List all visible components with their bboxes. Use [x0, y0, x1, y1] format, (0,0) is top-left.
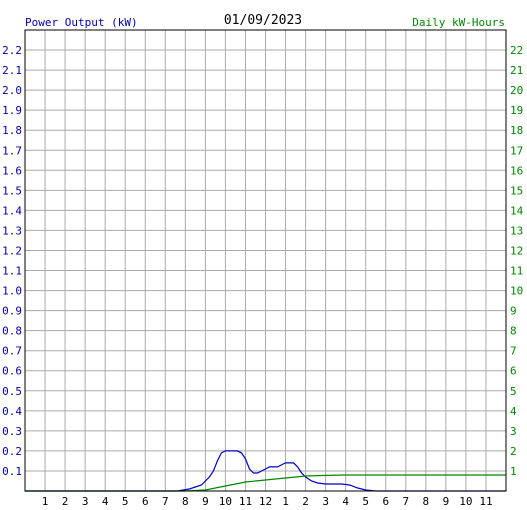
x-tick-label: 12: [259, 495, 272, 508]
right-tick-label: 14: [510, 204, 524, 217]
right-tick-label: 3: [510, 425, 517, 438]
right-tick-label: 18: [510, 124, 523, 137]
right-tick-label: 2: [510, 445, 517, 458]
x-tick-label: 4: [102, 495, 109, 508]
right-tick-label: 7: [510, 345, 517, 358]
left-tick-label: 0.1: [2, 465, 22, 478]
left-tick-label: 0.2: [2, 445, 22, 458]
x-tick-label: 5: [362, 495, 369, 508]
right-tick-label: 8: [510, 325, 517, 338]
left-tick-label: 0.6: [2, 365, 22, 378]
right-tick-label: 1: [510, 465, 517, 478]
left-tick-label: 1.1: [2, 265, 22, 278]
x-tick-label: 10: [459, 495, 472, 508]
x-tick-label: 6: [382, 495, 389, 508]
left-tick-label: 1.5: [2, 184, 22, 197]
left-axis-label: Power Output (kW): [25, 16, 138, 29]
x-tick-label: 1: [282, 495, 289, 508]
right-tick-label: 10: [510, 285, 523, 298]
left-tick-label: 1.9: [2, 104, 22, 117]
left-tick-label: 2.0: [2, 84, 22, 97]
x-tick-label: 6: [142, 495, 149, 508]
right-tick-label: 17: [510, 144, 523, 157]
x-tick-label: 7: [402, 495, 409, 508]
right-tick-label: 12: [510, 244, 523, 257]
left-tick-label: 0.7: [2, 345, 22, 358]
left-tick-label: 0.4: [2, 405, 22, 418]
left-tick-label: 2.2: [2, 44, 22, 57]
series-layer: [25, 450, 506, 492]
left-tick-label: 1.6: [2, 164, 22, 177]
right-tick-label: 6: [510, 365, 517, 378]
left-tick-label: 0.8: [2, 325, 22, 338]
x-tick-label: 8: [423, 495, 430, 508]
right-tick-label: 15: [510, 184, 523, 197]
right-tick-label: 13: [510, 224, 523, 237]
left-tick-label: 0.3: [2, 425, 22, 438]
left-tick-label: 1.0: [2, 285, 22, 298]
x-tick-label: 4: [342, 495, 349, 508]
x-axis: 1 2 3 4 5 6 7 8 9 10 11 12 1 2 3 4 5 6 7 8 9 10 11: [42, 495, 493, 508]
x-tick-label: 5: [122, 495, 129, 508]
power-output-line: [25, 450, 506, 492]
x-tick-label: 3: [322, 495, 329, 508]
right-tick-label: 21: [510, 64, 523, 77]
left-tick-label: 1.2: [2, 244, 22, 257]
left-axis: 0.1 0.2 0.3 0.4 0.5 0.6 0.7 0.8 0.9 1.0 1.1 1.2 1.3 1…: [2, 44, 22, 478]
left-tick-label: 1.4: [2, 204, 22, 217]
plot-frame: [24, 29, 507, 492]
left-tick-label: 2.1: [2, 64, 22, 77]
right-tick-label: 22: [510, 44, 523, 57]
left-tick-label: 1.7: [2, 144, 22, 157]
right-tick-label: 9: [510, 305, 517, 318]
right-tick-label: 16: [510, 164, 523, 177]
x-tick-label: 9: [443, 495, 450, 508]
x-tick-label: 1: [42, 495, 49, 508]
x-tick-label: 2: [62, 495, 69, 508]
x-tick-label: 3: [82, 495, 89, 508]
left-tick-label: 1.3: [2, 224, 22, 237]
grid: [25, 30, 506, 491]
left-tick-label: 0.5: [2, 385, 22, 398]
x-tick-label: 2: [302, 495, 309, 508]
right-tick-label: 20: [510, 84, 523, 97]
x-tick-label: 10: [219, 495, 232, 508]
left-tick-label: 0.9: [2, 305, 22, 318]
right-tick-label: 19: [510, 104, 523, 117]
chart-title: 01/09/2023: [224, 13, 302, 28]
right-tick-label: 11: [510, 265, 523, 278]
x-tick-label: 8: [182, 495, 189, 508]
x-tick-label: 11: [239, 495, 252, 508]
right-tick-label: 4: [510, 405, 517, 418]
daily-kwh-line: [25, 474, 506, 492]
x-tick-label: 9: [202, 495, 209, 508]
left-tick-label: 1.8: [2, 124, 22, 137]
right-tick-label: 5: [510, 385, 517, 398]
x-tick-label: 11: [479, 495, 492, 508]
right-axis-label: Daily kW-Hours: [412, 16, 505, 29]
x-tick-label: 7: [162, 495, 169, 508]
